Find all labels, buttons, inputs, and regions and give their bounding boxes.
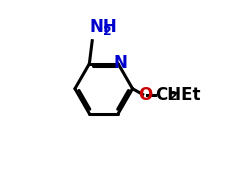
Text: CHEt: CHEt [155,86,200,104]
Text: 2: 2 [168,90,177,103]
Text: 2: 2 [103,24,111,38]
Text: NH: NH [89,18,117,36]
Text: O: O [137,86,151,104]
Text: N: N [113,54,127,72]
